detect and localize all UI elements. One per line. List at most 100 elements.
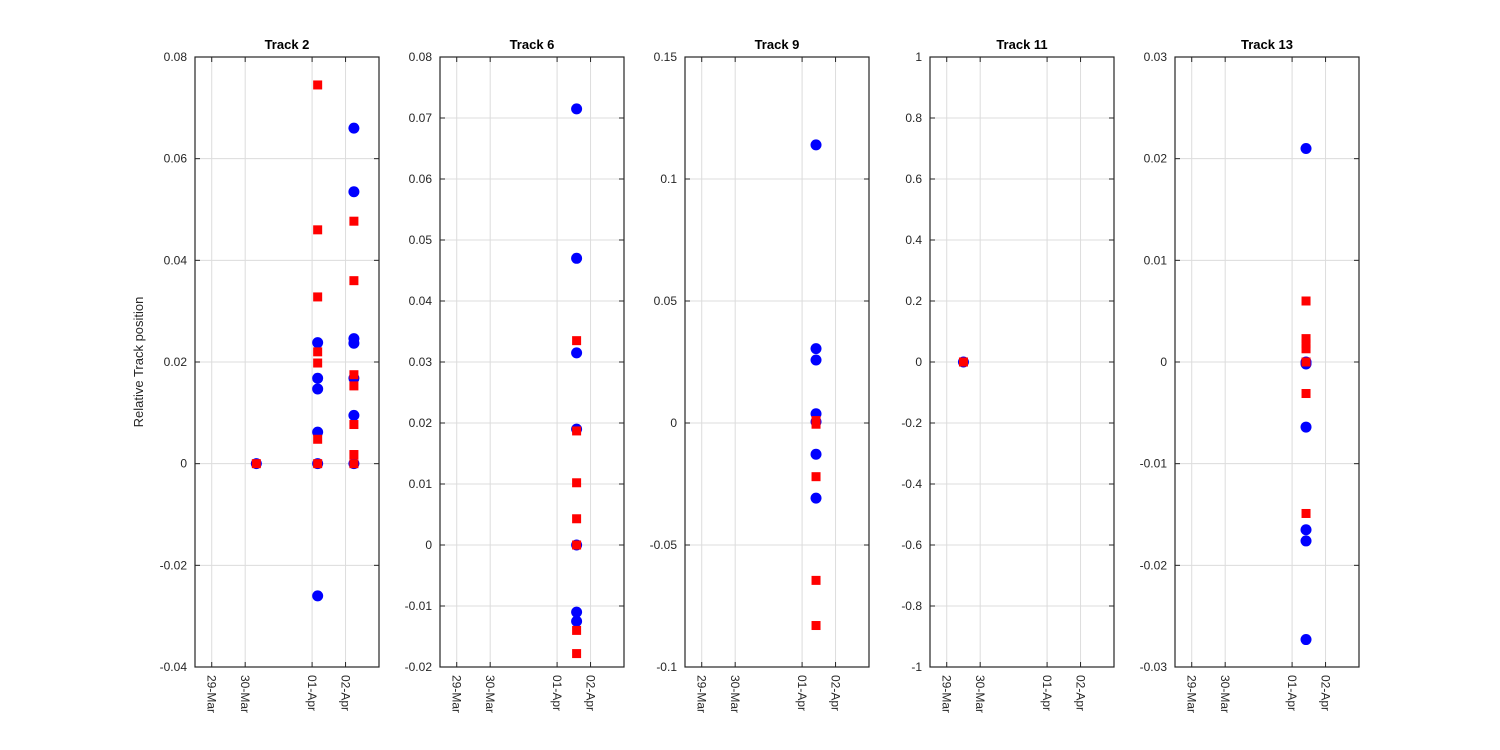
data-point-square [349, 216, 359, 226]
y-tick-label: -0.01 [405, 599, 433, 613]
data-point-circle [810, 448, 822, 460]
panel-3: -0.1 -0.05 0 0.05 0.1 0.15 29-Mar 30-Mar 01-Apr 0… [650, 37, 870, 713]
y-tick-label: 0.01 [409, 477, 433, 491]
data-point-square [572, 514, 582, 524]
x-tick-label: 30-Mar [483, 675, 497, 713]
data-point-square [958, 357, 968, 367]
x-tick-label: 29-Mar [205, 675, 219, 713]
y-tick-label: 0.1 [660, 172, 677, 186]
data-point-circle [348, 337, 360, 349]
data-point-square [1301, 339, 1311, 349]
x-tick-label: 02-Apr [829, 675, 843, 711]
y-tick-label: 0.15 [654, 50, 678, 64]
panel-1: -0.04 -0.02 0 0.02 0.04 0.06 0.08 29-Mar 30-Mar 0… [160, 37, 380, 713]
x-tick-label: 30-Mar [973, 675, 987, 713]
y-tick-label: -0.6 [901, 538, 922, 552]
plot-area [685, 57, 869, 667]
panel-title: Track 2 [265, 37, 310, 52]
y-tick-label: 0.05 [409, 233, 433, 247]
panel-title: Track 13 [1241, 37, 1293, 52]
y-axis-label: Relative Track position [131, 297, 146, 428]
data-point-square [349, 420, 359, 430]
data-point-square [811, 419, 821, 429]
y-tick-label: -0.4 [901, 477, 922, 491]
x-tick-label: 01-Apr [550, 675, 564, 711]
y-tick-label: 0.05 [654, 294, 678, 308]
data-point-square [572, 649, 582, 659]
y-tick-label: 0.01 [1144, 253, 1168, 267]
data-point-square [1301, 389, 1311, 399]
x-tick-label: 01-Apr [795, 675, 809, 711]
data-point-circle [312, 383, 324, 395]
x-tick-label: 02-Apr [584, 675, 598, 711]
y-tick-label: -0.02 [1140, 558, 1168, 572]
x-tick-label: 02-Apr [1319, 675, 1333, 711]
data-point-square [572, 478, 582, 488]
y-tick-label: 1 [915, 50, 922, 64]
y-tick-label: -0.8 [901, 599, 922, 613]
data-point-square [1301, 357, 1311, 367]
y-tick-label: -0.01 [1140, 457, 1168, 471]
data-point-circle [1300, 634, 1312, 646]
data-point-square [313, 459, 323, 469]
y-tick-label: 0 [425, 538, 432, 552]
y-tick-label: 0.07 [409, 111, 433, 125]
y-tick-label: 0 [915, 355, 922, 369]
x-tick-label: 01-Apr [1040, 675, 1054, 711]
y-tick-label: 0 [670, 416, 677, 430]
y-tick-label: -0.02 [160, 558, 188, 572]
x-tick-label: 29-Mar [695, 675, 709, 713]
data-point-square [811, 575, 821, 585]
x-tick-label: 02-Apr [1074, 675, 1088, 711]
y-tick-label: 0.08 [409, 50, 433, 64]
panel-title: Track 9 [755, 37, 800, 52]
x-tick-label: 30-Mar [1218, 675, 1232, 713]
data-point-square [349, 381, 359, 391]
x-tick-label: 29-Mar [940, 675, 954, 713]
y-tick-label: 0.03 [1144, 50, 1168, 64]
panel-2: -0.02 -0.01 0 0.01 0.02 0.03 0.04 0.05 0.06 0.07 0… [405, 37, 625, 713]
data-point-circle [810, 492, 822, 504]
data-point-circle [312, 590, 324, 602]
data-point-square [251, 459, 261, 469]
y-tick-label: 0.2 [905, 294, 922, 308]
data-point-square [313, 434, 323, 444]
y-tick-label: -0.02 [405, 660, 433, 674]
y-tick-label: 0.06 [409, 172, 433, 186]
y-tick-label: -0.04 [160, 660, 188, 674]
data-point-square [349, 276, 359, 286]
x-tick-label: 01-Apr [1285, 675, 1299, 711]
y-tick-label: 0.4 [905, 233, 922, 247]
data-point-circle [1300, 535, 1312, 547]
data-point-circle [312, 372, 324, 384]
panel-title: Track 11 [996, 37, 1047, 52]
y-tick-label: -0.1 [656, 660, 677, 674]
x-tick-label: 29-Mar [1185, 675, 1199, 713]
data-point-square [572, 625, 582, 635]
data-point-circle [1300, 524, 1312, 536]
data-point-circle [571, 252, 583, 264]
data-point-square [1301, 508, 1311, 518]
y-tick-label: 0.02 [1144, 152, 1168, 166]
y-tick-label: -0.2 [901, 416, 922, 430]
data-point-circle [571, 347, 583, 359]
y-tick-label: 0.02 [164, 355, 188, 369]
panel-title: Track 6 [510, 37, 555, 52]
data-point-circle [571, 103, 583, 115]
x-tick-label: 01-Apr [305, 675, 319, 711]
data-point-square [1301, 344, 1311, 354]
data-point-square [572, 336, 582, 346]
data-point-square [349, 450, 359, 460]
y-tick-label: 0.04 [409, 294, 433, 308]
panel-5: -0.03 -0.02 -0.01 0 0.01 0.02 0.03 29-Mar 30-Mar… [1140, 37, 1360, 713]
y-tick-label: -1 [911, 660, 922, 674]
data-point-square [1301, 334, 1311, 344]
data-point-square [811, 621, 821, 631]
data-point-square [313, 80, 323, 90]
data-point-square [572, 426, 582, 436]
data-point-circle [571, 606, 583, 618]
data-point-square [811, 472, 821, 482]
y-tick-label: 0.04 [164, 253, 188, 267]
data-point-circle [571, 615, 583, 627]
y-tick-label: 0.02 [409, 416, 433, 430]
